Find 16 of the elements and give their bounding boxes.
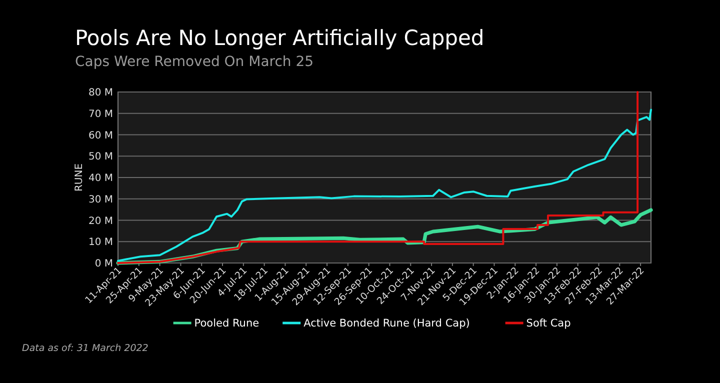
legend-label: Soft Cap [526,318,572,330]
legend-label: Active Bonded Rune (Hard Cap) [304,318,470,330]
chart-subtitle: Caps Were Removed On March 25 [75,54,314,70]
y-tick-label: 50 M [88,152,113,163]
y-tick-label: 10 M [88,237,113,248]
y-tick-label: 30 M [88,194,113,206]
text: Data as of: 31 March 2022 [22,343,148,354]
y-tick-label: 80 M [88,88,113,98]
y-axis-title: RUNE [74,163,85,192]
chart-title: Pools Are No Longer Artificially Capped [75,26,484,50]
y-tick-label: 40 M [88,173,113,184]
legend-label: Pooled Rune [194,318,260,330]
y-tick-label: 70 M [88,108,113,120]
y-tick-label: 60 M [88,130,113,142]
y-tick-label: 0 M [94,258,113,270]
y-tick-label: 20 M [88,216,113,227]
